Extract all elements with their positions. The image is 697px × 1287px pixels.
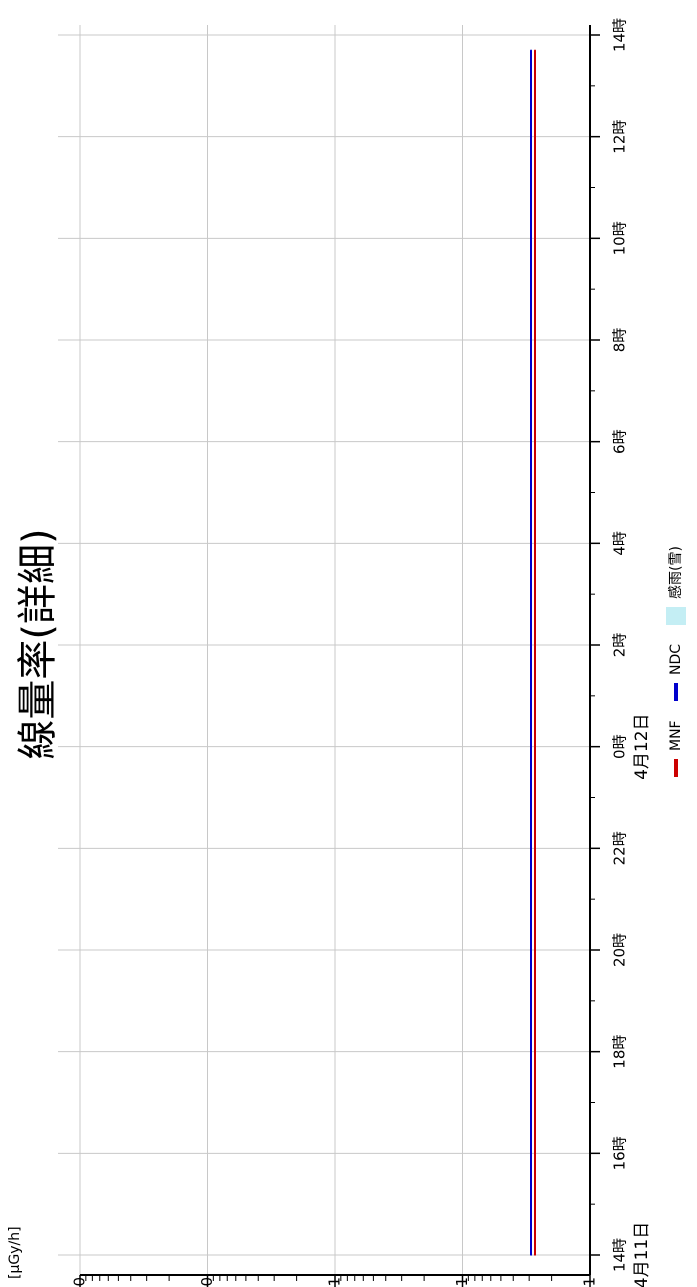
x-tick-label: 20時 (611, 933, 629, 967)
data-point-mnf (534, 644, 536, 646)
data-point-mnf (534, 796, 536, 799)
data-point-ndc (530, 1203, 532, 1205)
data-point-mnf (534, 390, 536, 392)
unit-label: [μGy/h] (7, 1226, 23, 1279)
data-point-mnf (534, 898, 536, 900)
data-point-ndc (530, 135, 532, 138)
data-point-mnf (534, 745, 536, 748)
data-point-ndc (530, 390, 532, 392)
legend-label: MNF (668, 720, 684, 751)
data-point-ndc (530, 1000, 532, 1002)
x-tick-label: 2時 (611, 633, 629, 658)
data-point-mnf (534, 440, 536, 443)
data-point-ndc (530, 949, 532, 951)
legend-item: NDC (668, 644, 684, 701)
data-point-ndc (530, 49, 532, 52)
legend: MNF NDC 感雨(雪) (666, 546, 686, 777)
y-tick-label: 0.01 (581, 1277, 599, 1287)
x-tick-label: 10時 (611, 221, 629, 255)
x-tick-label: 6時 (611, 429, 629, 454)
data-point-ndc (530, 1254, 532, 1256)
data-point-mnf (534, 237, 536, 240)
data-point-ndc (530, 186, 532, 189)
x-tick-label: 14時 (611, 18, 629, 52)
data-point-ndc (530, 288, 532, 290)
data-point-mnf (534, 186, 536, 189)
data-point-mnf (534, 1000, 536, 1002)
data-point-ndc (530, 847, 532, 850)
data-point-ndc (530, 695, 532, 697)
axes (79, 25, 600, 1287)
data-point-ndc (530, 542, 532, 545)
x-tick-label: 16時 (611, 1136, 629, 1170)
y-tick-label: 100 (71, 1277, 89, 1287)
legend-swatch (666, 607, 686, 625)
data-point-ndc (530, 796, 532, 799)
data-point-mnf (534, 1203, 536, 1205)
x-tick-label: 12時 (611, 120, 629, 154)
data-point-ndc (530, 1152, 532, 1155)
data-point-mnf (534, 1050, 536, 1053)
data-point-ndc (530, 339, 532, 341)
data-point-ndc (530, 593, 532, 595)
legend-item: MNF (668, 720, 684, 777)
y-tick-labels: 0.01 0.1 1 10 100 (71, 1277, 599, 1287)
grid (58, 25, 591, 1275)
y-tick-label: 10 (198, 1277, 216, 1287)
data-point-mnf (534, 85, 536, 87)
data-point-mnf (534, 288, 536, 290)
data-point-ndc (530, 237, 532, 240)
y-tick-label: 1 (326, 1277, 344, 1287)
data-point-ndc (530, 745, 532, 748)
data-point-mnf (534, 593, 536, 595)
data-point-ndc (530, 1101, 532, 1104)
x-tick-label: 14時 (611, 1238, 629, 1272)
data-point-ndc (530, 85, 532, 87)
data-point-ndc (530, 1050, 532, 1053)
data-point-ndc (530, 491, 532, 494)
data-point-mnf (534, 135, 536, 138)
legend-label: 感雨(雪) (667, 546, 684, 599)
x-tick-labels: 14時 16時 18時 20時 22時 0時 2時 4時 6時 8時 10時 12時 14時 (611, 18, 629, 1272)
y-tick-label: 0.1 (453, 1277, 471, 1287)
data-point-mnf (534, 1152, 536, 1155)
legend-item: 感雨(雪) (666, 546, 686, 625)
legend-label: NDC (668, 644, 684, 675)
data-point-ndc (530, 440, 532, 443)
data-point-mnf (534, 847, 536, 850)
x-tick-label: 4時 (611, 531, 629, 556)
data-point-ndc (530, 898, 532, 900)
data-point-mnf (534, 491, 536, 494)
x-tick-label: 8時 (611, 328, 629, 353)
data-point-mnf (534, 1101, 536, 1104)
x-tick-label: 18時 (611, 1035, 629, 1069)
data-point-mnf (534, 949, 536, 951)
date-labels: 4月11日 4月12日 (632, 713, 652, 1287)
date-label: 4月11日 (632, 1222, 652, 1287)
data-point-mnf (534, 695, 536, 697)
data-point-mnf (534, 1254, 536, 1256)
date-label: 4月12日 (632, 713, 652, 779)
chart-title: 線量率(詳細) (15, 528, 61, 759)
x-tick-label: 0時 (611, 734, 629, 759)
data-point-mnf (534, 339, 536, 341)
data-point-mnf (534, 49, 536, 52)
rotated-chart-group: 0.010.1110100 14時16時18時20時22時0時2時4時6時8時1… (7, 18, 686, 1287)
data-point-mnf (534, 542, 536, 545)
data-point-ndc (530, 644, 532, 646)
x-tick-label: 22時 (611, 831, 629, 865)
series-lines (530, 49, 536, 1256)
